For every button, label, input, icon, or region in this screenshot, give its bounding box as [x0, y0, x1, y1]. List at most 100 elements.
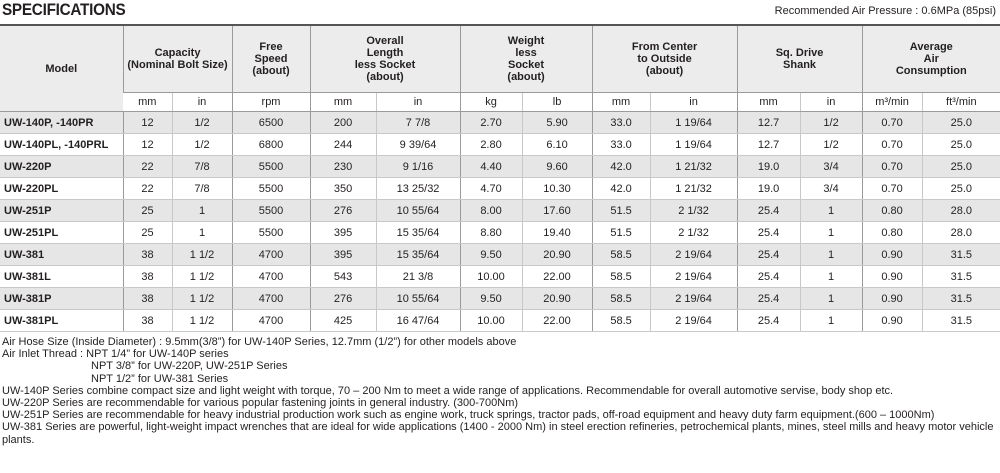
- value-cell: 2 19/64: [649, 243, 738, 266]
- value-cell: 51.5: [591, 199, 651, 222]
- value-cell: 2 1/32: [649, 199, 738, 222]
- value-cell: 1: [799, 199, 863, 222]
- value-cell: 0.80: [861, 221, 923, 244]
- value-cell: 20.90: [521, 287, 593, 310]
- model-cell: UW-381P: [0, 287, 123, 310]
- model-cell: UW-251PL: [0, 221, 123, 244]
- value-cell: 1 1/2: [171, 243, 233, 266]
- value-cell: 16 47/64: [375, 309, 461, 332]
- value-cell: 10.30: [521, 177, 593, 200]
- value-cell: 20.90: [521, 243, 593, 266]
- data-row: UW-251PL 25 1 5500 395 15 35/64 8.80 19.40 51.5 2…: [0, 221, 1000, 244]
- data-row: UW-220PL 22 7/8 5500 350 13 25/32 4.70 10.30 42.…: [0, 177, 1000, 200]
- value-cell: 1: [171, 221, 233, 244]
- note-line: UW-251P Series are recommendable for hea…: [2, 409, 935, 422]
- note-line: UW-381 Series are powerful, light-weight…: [2, 421, 994, 446]
- value-cell: 25.0: [921, 111, 1000, 134]
- value-cell: 1 1/2: [171, 265, 233, 288]
- table-header: Model Capacity (Nominal Bolt Size) Free Sp…: [0, 25, 1000, 112]
- value-cell: 276: [309, 287, 377, 310]
- value-cell: 200: [309, 111, 377, 134]
- value-cell: 7/8: [171, 155, 233, 178]
- value-cell: 0.70: [861, 155, 923, 178]
- value-cell: 42.0: [591, 177, 651, 200]
- group-header: Average Air Consumption: [861, 25, 1000, 93]
- value-cell: 1 19/64: [649, 133, 738, 156]
- value-cell: 1/2: [171, 133, 233, 156]
- note-line: UW-220P Series are recommendable for var…: [2, 397, 519, 410]
- value-cell: 12.7: [736, 111, 801, 134]
- value-cell: 19.0: [736, 155, 801, 178]
- value-cell: 1: [171, 199, 233, 222]
- value-cell: 9.50: [459, 243, 523, 266]
- value-cell: 38: [122, 287, 172, 310]
- value-cell: 0.90: [861, 287, 923, 310]
- value-cell: 5500: [231, 199, 311, 222]
- value-cell: 1 19/64: [649, 111, 738, 134]
- value-cell: 9 1/16: [375, 155, 461, 178]
- value-cell: 543: [309, 265, 377, 288]
- value-cell: 25: [122, 199, 172, 222]
- unit-header: mm: [309, 92, 377, 112]
- value-cell: 12: [122, 133, 172, 156]
- value-cell: 33.0: [591, 133, 651, 156]
- note-line: Air Inlet Thread : NPT 1/4” for UW-140P …: [2, 348, 229, 361]
- value-cell: 0.70: [861, 111, 923, 134]
- value-cell: 22: [122, 155, 172, 178]
- value-cell: 31.5: [921, 265, 1000, 288]
- unit-row: mm in rpm mm in kg lb mm in mm in m³/min ft³/min: [0, 92, 1000, 112]
- value-cell: 350: [309, 177, 377, 200]
- value-cell: 276: [309, 199, 377, 222]
- value-cell: 9.60: [521, 155, 593, 178]
- unit-header: mm: [591, 92, 651, 112]
- model-cell: UW-251P: [0, 199, 123, 222]
- value-cell: 0.80: [861, 199, 923, 222]
- value-cell: 1: [799, 287, 863, 310]
- value-cell: 9 39/64: [375, 133, 461, 156]
- data-row: UW-381PL 38 1 1/2 4700 425 16 47/64 10.00 22.00…: [0, 309, 1000, 332]
- value-cell: 4.40: [459, 155, 523, 178]
- value-cell: 1 1/2: [171, 287, 233, 310]
- value-cell: 25: [122, 221, 172, 244]
- value-cell: 21 3/8: [375, 265, 461, 288]
- value-cell: 25.0: [921, 177, 1000, 200]
- value-cell: 2 19/64: [649, 265, 738, 288]
- value-cell: 425: [309, 309, 377, 332]
- value-cell: 0.70: [861, 177, 923, 200]
- value-cell: 31.5: [921, 309, 1000, 332]
- data-row: UW-381L 38 1 1/2 4700 543 21 3/8 10.00 22.00 58.…: [0, 265, 1000, 288]
- value-cell: 58.5: [591, 265, 651, 288]
- value-cell: 5.90: [521, 111, 593, 134]
- unit-header: in: [649, 92, 738, 112]
- notes: Air Hose Size (Inside Diameter) : 9.5mm(…: [2, 336, 998, 446]
- value-cell: 10 55/64: [375, 287, 461, 310]
- note-line: NPT 3/8” for UW-220P, UW-251P Series: [91, 360, 288, 373]
- value-cell: 1: [799, 265, 863, 288]
- value-cell: 0.90: [861, 243, 923, 266]
- unit-header: mm: [123, 92, 172, 112]
- value-cell: 15 35/64: [375, 221, 461, 244]
- value-cell: 17.60: [521, 199, 593, 222]
- value-cell: 4700: [231, 243, 311, 266]
- unit-header: in: [799, 92, 863, 112]
- data-row: UW-140PL, -140PRL 12 1/2 6800 244 9 39/64 2.80…: [0, 133, 1000, 156]
- spec-table: Model Capacity (Nominal Bolt Size) Free Sp…: [0, 24, 1000, 332]
- model-cell: UW-220PL: [0, 177, 123, 200]
- value-cell: 5500: [231, 221, 311, 244]
- value-cell: 25.4: [736, 309, 801, 332]
- value-cell: 31.5: [921, 287, 1000, 310]
- value-cell: 244: [309, 133, 377, 156]
- value-cell: 0.70: [861, 133, 923, 156]
- value-cell: 3/4: [799, 155, 863, 178]
- value-cell: 1: [799, 243, 863, 266]
- value-cell: 25.0: [921, 133, 1000, 156]
- value-cell: 22.00: [521, 265, 593, 288]
- page-title: SPECIFICATIONS: [2, 0, 126, 19]
- value-cell: 2 19/64: [649, 309, 738, 332]
- value-cell: 31.5: [921, 243, 1000, 266]
- value-cell: 28.0: [921, 221, 1000, 244]
- air-pressure-note: Recommended Air Pressure : 0.6MPa (85psi…: [774, 5, 996, 17]
- note-line: Air Hose Size (Inside Diameter) : 9.5mm(…: [2, 336, 517, 348]
- value-cell: 6500: [231, 111, 311, 134]
- value-cell: 28.0: [921, 199, 1000, 222]
